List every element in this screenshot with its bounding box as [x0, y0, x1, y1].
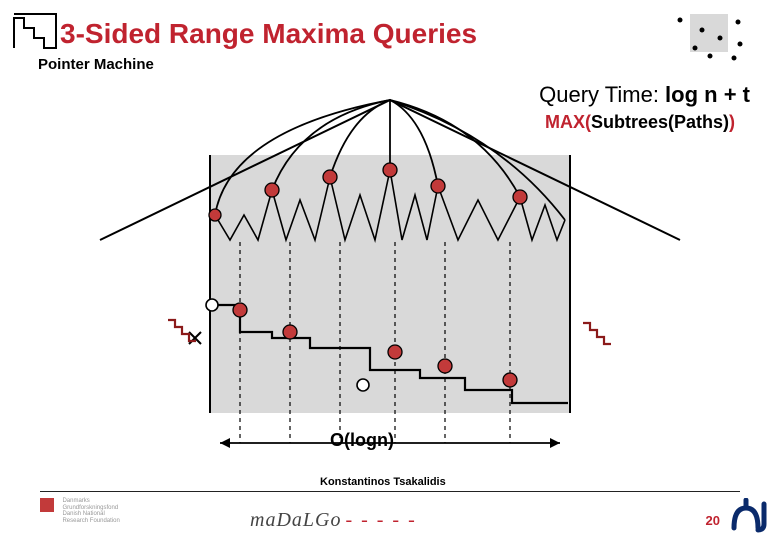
- author-label: Konstantinos Tsakalidis: [320, 476, 446, 488]
- madalgo-logo: maDaLGo- - - - -: [250, 509, 417, 532]
- footer-sponsor: DanmarksGrundforskningsfondDanish Nation…: [40, 498, 210, 534]
- query-time-prefix: Query Time:: [539, 82, 665, 107]
- main-diagram: [0, 0, 780, 540]
- max-inner: Subtrees(Paths): [591, 112, 729, 132]
- madalgo-dots: - - - - -: [345, 509, 416, 531]
- footer-divider: [40, 491, 740, 492]
- madalgo-text: maDaLGo: [250, 509, 341, 531]
- page-number: 20: [706, 513, 720, 528]
- sponsor-text: DanmarksGrundforskningsfondDanish Nation…: [62, 498, 119, 524]
- query-time-bold: log n + t: [665, 82, 750, 107]
- max-label: MAX(Subtrees(Paths)): [545, 112, 735, 133]
- max-close: ): [729, 112, 735, 132]
- slide-title: 3-Sided Range Maxima Queries: [60, 18, 477, 50]
- au-logo-icon: [728, 498, 772, 534]
- query-time-label: Query Time: log n + t: [539, 82, 750, 108]
- sponsor-icon: [40, 498, 54, 512]
- ologn-label: O(logn): [330, 430, 394, 451]
- max-open: MAX(: [545, 112, 591, 132]
- slide-subtitle: Pointer Machine: [38, 56, 154, 73]
